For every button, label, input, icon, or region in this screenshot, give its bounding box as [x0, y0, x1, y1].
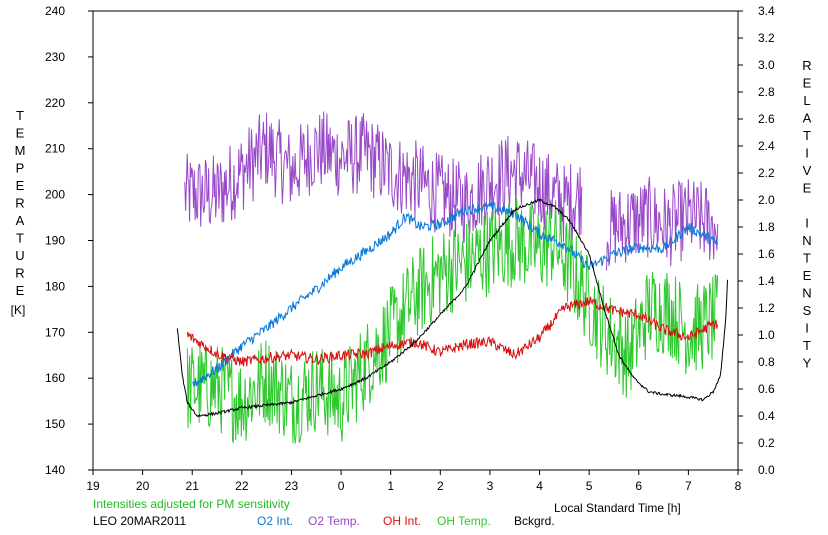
x-axis-label: Local Standard Time [h] — [554, 501, 681, 515]
y-left-tick-label: 140 — [45, 463, 65, 477]
x-tick-label: 20 — [136, 479, 150, 493]
legend-item: O2 Int. — [257, 514, 293, 528]
axis-label-letter: U — [15, 248, 24, 263]
x-tick-label: 2 — [437, 479, 444, 493]
x-tick-label: 23 — [285, 479, 299, 493]
x-tick-label: 6 — [635, 479, 642, 493]
series-oh-temp — [186, 198, 719, 444]
x-tick-label: 1 — [387, 479, 394, 493]
y-left-tick-label: 220 — [45, 96, 65, 110]
y-right-tick-label: 0.4 — [758, 409, 775, 423]
axis-label-letter: L — [803, 93, 810, 108]
series-o2-temp — [184, 111, 719, 271]
axis-label-letter: R — [802, 58, 811, 73]
y-right-tick-label: 2.6 — [758, 112, 775, 126]
y-right-tick-label: 0.6 — [758, 382, 775, 396]
y-left-tick-label: 240 — [45, 4, 65, 18]
axis-label-letter: T — [803, 251, 811, 266]
legend: O2 Int. O2 Temp. OH Int. OH Temp. Bckgrd. — [257, 514, 555, 528]
y-left-tick-label: 150 — [45, 417, 65, 431]
y-right-tick-label: 1.2 — [758, 301, 775, 315]
y-right-tick-label: 0.8 — [758, 355, 775, 369]
series-line — [192, 200, 719, 387]
y-right-tick-label: 2.2 — [758, 166, 775, 180]
x-tick-label: 7 — [685, 479, 692, 493]
site-date: LEO 20MAR2011 — [93, 514, 186, 528]
x-tick-label: 0 — [338, 479, 345, 493]
y-right-tick-label: 3.4 — [758, 4, 775, 18]
axis-label-letter: I — [805, 216, 809, 231]
series-line — [186, 198, 719, 444]
x-tick-label: 22 — [235, 479, 249, 493]
series-o2-int — [192, 200, 719, 387]
y-right-tick-label: 2.8 — [758, 85, 775, 99]
y-right-tick-label: 1.6 — [758, 247, 775, 261]
legend-item: Bckgrd. — [514, 514, 555, 528]
chart-note: Intensities adjusted for PM sensitivity — [93, 497, 290, 511]
legend-item: O2 Temp. — [308, 514, 360, 528]
axis-label-letter: Y — [803, 356, 812, 371]
y-right-tick-label: 3.2 — [758, 31, 775, 45]
x-tick-label: 19 — [86, 479, 100, 493]
axis-label-letter: E — [803, 268, 812, 283]
y-right-tick-label: 3.0 — [758, 58, 775, 72]
y-left-tick-label: 200 — [45, 188, 65, 202]
axis-label-letter: R — [15, 266, 24, 281]
y-axis-left: 140 150 160 170 180 190 200 210 220 230 240 — [45, 4, 93, 477]
x-tick-label: 4 — [536, 479, 543, 493]
x-axis: 19 20 21 22 23 0 1 2 3 4 5 6 7 8 — [86, 470, 742, 493]
axis-label-letter: I — [805, 321, 809, 336]
y-right-tick-label: 0.0 — [758, 463, 775, 477]
series-oh-int — [186, 296, 719, 367]
y-right-tick-label: 1.8 — [758, 220, 775, 234]
axis-label-letter: N — [802, 233, 811, 248]
y-left-tick-label: 230 — [45, 50, 65, 64]
y-axis-right: 0.0 0.2 0.4 0.6 0.8 1.0 1.2 1.4 1.6 1.8 2.0 2.2 2.4 2… — [738, 4, 775, 477]
legend-item: OH Temp. — [437, 514, 491, 528]
y-left-tick-label: 180 — [45, 279, 65, 293]
series-line — [186, 296, 719, 367]
y-left-tick-label: 210 — [45, 142, 65, 156]
axis-label-letter: N — [802, 286, 811, 301]
axis-label-letter: P — [16, 161, 25, 176]
y-right-tick-label: 1.4 — [758, 274, 775, 288]
axis-label-letter: E — [16, 126, 25, 141]
axis-label-letter: R — [15, 196, 24, 211]
y-left-tick-label: 170 — [45, 325, 65, 339]
y-left-tick-label: 190 — [45, 234, 65, 248]
y-right-tick-label: 2.0 — [758, 193, 775, 207]
axis-label-letter: V — [803, 163, 812, 178]
x-tick-label: 3 — [487, 479, 494, 493]
series-line — [184, 111, 583, 243]
axis-label-letter: T — [16, 231, 24, 246]
x-tick-label: 5 — [586, 479, 593, 493]
series-bckgrd — [176, 198, 728, 418]
axis-label-letter: T — [803, 338, 811, 353]
y-axis-left-unit: [K] — [11, 303, 26, 317]
axis-label-letter: E — [16, 178, 25, 193]
series-line — [176, 198, 728, 418]
axis-label-letter: A — [803, 111, 812, 126]
axis-label-letter: E — [803, 181, 812, 196]
axis-label-letter: M — [15, 143, 26, 158]
x-tick-label: 21 — [186, 479, 200, 493]
y-right-tick-label: 0.2 — [758, 436, 775, 450]
axis-label-letter: E — [16, 283, 25, 298]
axis-label-letter: A — [16, 213, 25, 228]
legend-item: OH Int. — [383, 514, 421, 528]
y-left-tick-label: 160 — [45, 371, 65, 385]
axis-label-letter: T — [803, 128, 811, 143]
x-tick-label: 8 — [735, 479, 742, 493]
y-right-tick-label: 2.4 — [758, 139, 775, 153]
axis-label-letter: T — [16, 108, 24, 123]
series-line — [606, 176, 719, 271]
series-layer — [176, 111, 728, 444]
axis-label-letter: I — [805, 146, 809, 161]
y-right-tick-label: 1.0 — [758, 328, 775, 342]
axis-label-letter: S — [803, 303, 812, 318]
axis-label-letter: E — [803, 76, 812, 91]
